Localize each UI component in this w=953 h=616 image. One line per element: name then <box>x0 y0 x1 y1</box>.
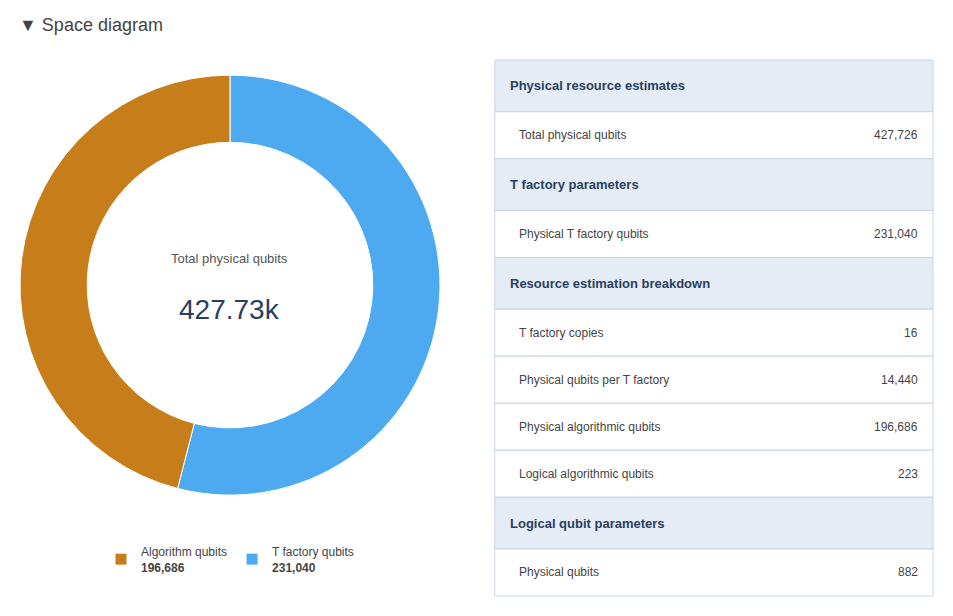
svg-text:Resource estimation breakdown: Resource estimation breakdown <box>510 276 710 291</box>
svg-text:427,726: 427,726 <box>874 128 918 142</box>
svg-text:Algorithm qubits196,686: Algorithm qubits196,686 <box>141 545 227 575</box>
svg-text:T factory copies: T factory copies <box>519 326 603 340</box>
svg-text:Physical qubits per T factory: Physical qubits per T factory <box>519 373 669 387</box>
svg-text:▼ Space diagram: ▼ Space diagram <box>19 15 163 35</box>
svg-text:T factory parameters: T factory parameters <box>510 177 639 192</box>
svg-text:16: 16 <box>904 326 918 340</box>
svg-text:Total physical qubits: Total physical qubits <box>171 251 288 266</box>
svg-text:231,040: 231,040 <box>874 227 918 241</box>
svg-text:196,686: 196,686 <box>874 420 918 434</box>
svg-text:223: 223 <box>898 467 918 481</box>
svg-text:427.73k: 427.73k <box>179 294 280 325</box>
svg-text:Physical qubits: Physical qubits <box>519 565 599 579</box>
svg-text:882: 882 <box>898 565 918 579</box>
svg-text:Physical resource estimates: Physical resource estimates <box>510 78 685 93</box>
svg-text:Total physical qubits: Total physical qubits <box>519 128 626 142</box>
svg-text:14,440: 14,440 <box>881 373 918 387</box>
svg-text:Logical algorithmic qubits: Logical algorithmic qubits <box>519 467 654 481</box>
svg-text:Physical algorithmic qubits: Physical algorithmic qubits <box>519 420 660 434</box>
svg-text:Physical T factory qubits: Physical T factory qubits <box>519 227 649 241</box>
svg-text:T factory qubits231,040: T factory qubits231,040 <box>272 545 354 575</box>
svg-text:Logical qubit parameters: Logical qubit parameters <box>510 516 665 531</box>
